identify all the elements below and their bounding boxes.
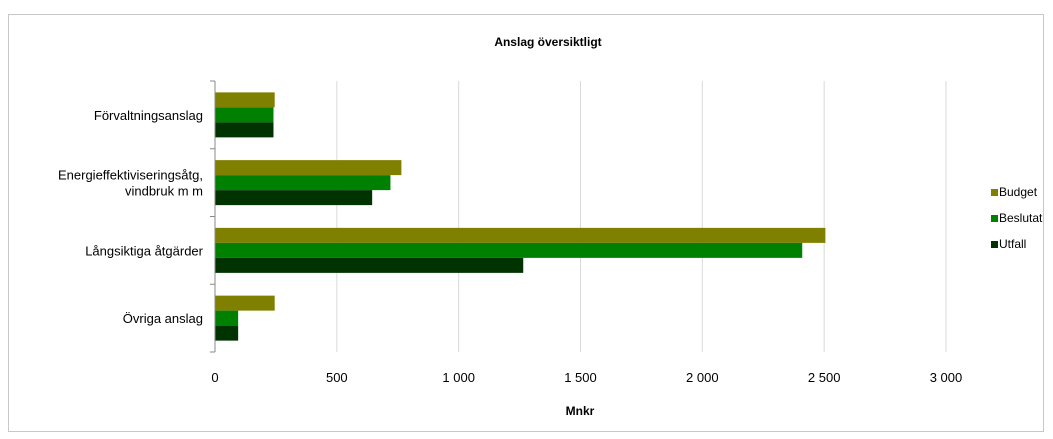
bar-budget <box>215 295 275 311</box>
legend-swatch-beslutat <box>991 215 998 222</box>
bar-utfall <box>215 325 239 341</box>
axes <box>210 80 216 353</box>
chart-title: Anslag översiktligt <box>494 35 601 49</box>
bar-budget <box>215 227 826 243</box>
category-label: Övriga anslag <box>123 311 203 326</box>
bar-utfall <box>215 257 524 273</box>
bar-beslutat <box>215 107 274 123</box>
legend-label-beslutat: Beslutat <box>999 211 1043 225</box>
bar-chart: 0 500 1 000 1 500 2 000 2 500 3 000 Förvaltnin… <box>58 35 1043 418</box>
x-tick-label: 1 000 <box>442 370 475 385</box>
legend-swatch-budget <box>991 189 998 196</box>
bar-beslutat <box>215 310 239 326</box>
category-label: vindbruk m m <box>125 184 203 199</box>
category-label: Långsiktiga åtgärder <box>85 243 203 258</box>
chart-frame: 0 500 1 000 1 500 2 000 2 500 3 000 Förvaltnin… <box>8 14 1044 432</box>
bar-beslutat <box>215 175 391 191</box>
bars <box>215 92 826 341</box>
x-tick-labels: 0 500 1 000 1 500 2 000 2 500 3 000 <box>211 370 962 385</box>
x-tick-label: 0 <box>211 370 218 385</box>
category-labels: Förvaltningsanslag Energieffektiviserings… <box>58 108 204 326</box>
x-tick-label: 2 000 <box>686 370 719 385</box>
x-axis-label: Mnkr <box>566 404 595 418</box>
legend-label-utfall: Utfall <box>999 237 1026 251</box>
grid-lines <box>336 81 947 352</box>
x-tick-label: 2 500 <box>808 370 841 385</box>
bar-budget <box>215 160 402 176</box>
legend-swatch-utfall <box>991 241 998 248</box>
bar-utfall <box>215 190 373 206</box>
x-tick-label: 500 <box>326 370 348 385</box>
x-tick-label: 3 000 <box>930 370 963 385</box>
x-tick-label: 1 500 <box>564 370 597 385</box>
category-label: Förvaltningsanslag <box>94 108 203 123</box>
category-label: Energieffektiviseringsåtg, <box>58 168 203 183</box>
bar-beslutat <box>215 242 803 258</box>
legend-label-budget: Budget <box>999 185 1038 199</box>
bar-utfall <box>215 122 274 138</box>
legend: Budget Beslutat Utfall <box>991 185 1043 251</box>
bar-budget <box>215 92 275 108</box>
